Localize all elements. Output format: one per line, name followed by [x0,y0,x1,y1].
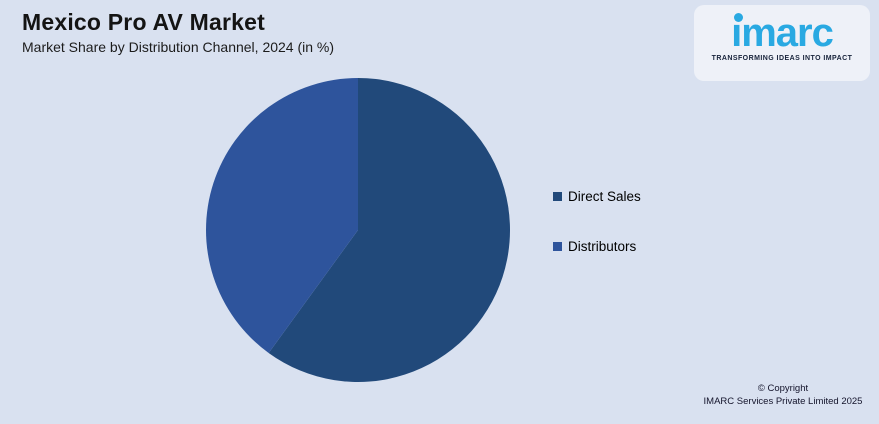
imarc-logo-i-dot-icon [734,13,744,22]
imarc-logo-tagline: TRANSFORMING IDEAS INTO IMPACT [711,55,853,62]
copyright-line1: © Copyright [757,383,809,394]
legend-swatch-direct-sales [553,192,562,201]
pie-chart [206,78,510,382]
legend-item-distributors: Distributors [553,239,641,254]
page-title: Mexico Pro AV Market [22,9,266,35]
legend-label-direct-sales: Direct Sales [568,189,641,204]
page-subtitle: Market Share by Distribution Channel, 20… [22,39,335,55]
legend-item-direct-sales: Direct Sales [553,189,641,204]
chart-legend: Direct Sales Distributors [553,189,641,290]
pie-slice-direct-sales [268,78,510,382]
copyright-line2: IMARC Services Private Limited 2025 [703,396,863,407]
copyright-notice: © Copyright IMARC Services Private Limit… [690,382,876,408]
legend-label-distributors: Distributors [568,239,637,254]
imarc-logo: ımarc TRANSFORMING IDEAS INTO IMPACT [694,5,870,81]
pie-slice-distributors [206,78,358,353]
imarc-logo-text: ımarc [731,11,834,55]
imarc-logo-wordmark: ımarc [731,7,834,59]
pie-chart-container [206,78,510,382]
legend-swatch-distributors [553,242,562,251]
